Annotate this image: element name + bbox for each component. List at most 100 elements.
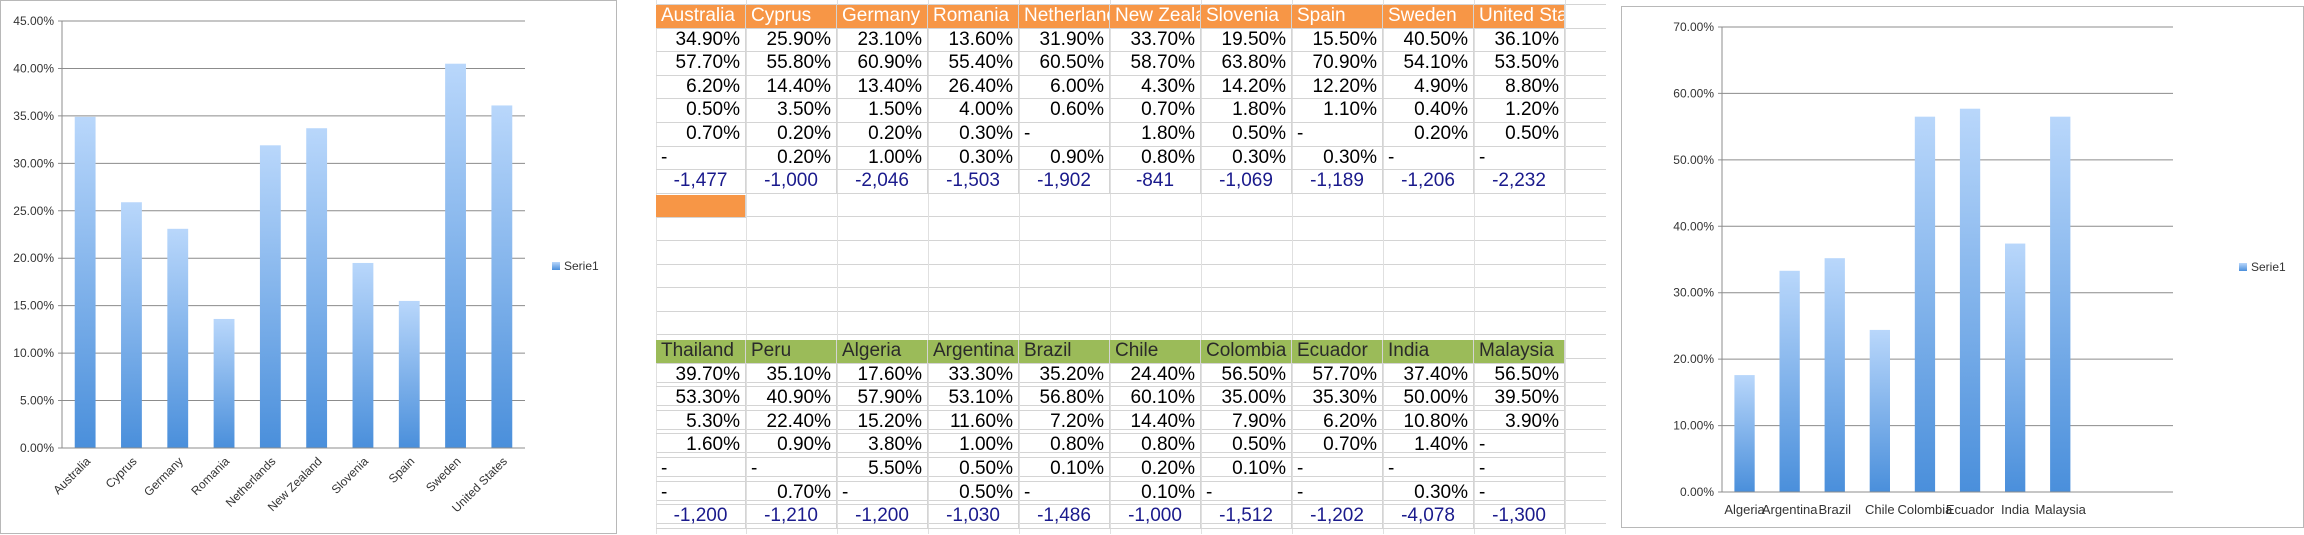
data-cell[interactable]: 0.90% bbox=[746, 434, 837, 458]
data-cell[interactable]: 6.00% bbox=[1019, 75, 1110, 100]
chart-europe-countries[interactable]: 0.00% 5.00% 10.00% 15.00% 20.00% 25.00% 30.00%… bbox=[0, 0, 617, 534]
bar-india[interactable] bbox=[2005, 243, 2026, 492]
data-cell[interactable]: 8.80% bbox=[1474, 75, 1565, 100]
data-cell[interactable]: 1.00% bbox=[837, 146, 928, 171]
data-cell[interactable]: 0.50% bbox=[656, 99, 746, 123]
data-cell[interactable]: 60.90% bbox=[837, 52, 928, 76]
data-cell[interactable]: 11.60% bbox=[928, 410, 1019, 435]
data-cell[interactable]: - bbox=[1474, 481, 1565, 506]
header-cell[interactable]: Cyprus bbox=[746, 5, 837, 29]
data-cell[interactable]: 35.30% bbox=[1292, 387, 1383, 411]
data-cell[interactable]: 5.30% bbox=[656, 410, 746, 435]
data-cell[interactable]: 60.10% bbox=[1110, 387, 1201, 411]
header-cell[interactable]: Ecuador bbox=[1292, 340, 1383, 364]
header-cell[interactable]: Malaysia bbox=[1474, 340, 1565, 364]
data-cell[interactable]: - bbox=[1383, 146, 1474, 171]
data-cell[interactable]: 0.50% bbox=[1201, 123, 1292, 147]
data-cell[interactable]: 58.70% bbox=[1110, 52, 1201, 76]
data-cell[interactable]: -1,210 bbox=[746, 505, 837, 529]
data-cell[interactable]: 3.90% bbox=[1474, 410, 1565, 435]
header-cell[interactable]: Netherlands bbox=[1019, 5, 1110, 29]
data-cell[interactable]: -1,486 bbox=[1019, 505, 1110, 529]
data-cell[interactable]: 33.30% bbox=[928, 363, 1019, 388]
bar-new-zealand[interactable] bbox=[306, 128, 328, 449]
header-cell[interactable]: Slovenia bbox=[1201, 5, 1292, 29]
data-cell[interactable]: 4.30% bbox=[1110, 75, 1201, 100]
data-cell[interactable]: 0.60% bbox=[1019, 99, 1110, 123]
bar-chile[interactable] bbox=[1869, 329, 1890, 492]
data-cell[interactable]: 13.60% bbox=[928, 28, 1019, 53]
data-cell[interactable]: - bbox=[1292, 458, 1383, 482]
data-cell[interactable]: 0.20% bbox=[1383, 123, 1474, 147]
data-cell[interactable]: 17.60% bbox=[837, 363, 928, 388]
data-cell[interactable]: 13.40% bbox=[837, 75, 928, 100]
data-cell[interactable]: 40.50% bbox=[1383, 28, 1474, 53]
bar-sweden[interactable] bbox=[445, 63, 466, 448]
data-cell[interactable]: -841 bbox=[1110, 170, 1201, 194]
header-cell[interactable]: Peru bbox=[746, 340, 837, 364]
data-cell[interactable]: 3.80% bbox=[837, 434, 928, 458]
data-cell[interactable]: -1,200 bbox=[837, 505, 928, 529]
data-cell[interactable]: 0.30% bbox=[1292, 146, 1383, 171]
data-cell[interactable]: 33.70% bbox=[1110, 28, 1201, 53]
data-cell[interactable]: 0.20% bbox=[746, 146, 837, 171]
data-cell[interactable]: 0.20% bbox=[746, 123, 837, 147]
data-cell[interactable]: 31.90% bbox=[1019, 28, 1110, 53]
data-cell[interactable]: -1,206 bbox=[1383, 170, 1474, 194]
data-cell[interactable]: 26.40% bbox=[928, 75, 1019, 100]
data-cell[interactable]: 0.80% bbox=[1019, 434, 1110, 458]
data-cell[interactable]: 23.10% bbox=[837, 28, 928, 53]
bar-cyprus[interactable] bbox=[121, 202, 142, 448]
data-cell[interactable]: -2,232 bbox=[1474, 170, 1565, 194]
data-cell[interactable]: 0.10% bbox=[1019, 458, 1110, 482]
data-cell[interactable]: 55.40% bbox=[928, 52, 1019, 76]
data-cell[interactable]: 0.40% bbox=[1383, 99, 1474, 123]
data-cell[interactable]: 39.70% bbox=[656, 363, 746, 388]
data-cell[interactable]: 0.10% bbox=[1110, 481, 1201, 506]
data-cell[interactable]: 6.20% bbox=[656, 75, 746, 100]
data-cell[interactable]: -1,069 bbox=[1201, 170, 1292, 194]
data-cell[interactable]: 50.00% bbox=[1383, 387, 1474, 411]
data-cell[interactable]: 0.30% bbox=[928, 146, 1019, 171]
data-cell[interactable]: -1,477 bbox=[656, 170, 746, 194]
data-cell[interactable]: 39.50% bbox=[1474, 387, 1565, 411]
data-cell[interactable]: 56.50% bbox=[1474, 363, 1565, 388]
data-cell[interactable]: 4.00% bbox=[928, 99, 1019, 123]
data-cell[interactable]: 19.50% bbox=[1201, 28, 1292, 53]
data-cell[interactable]: 7.90% bbox=[1201, 410, 1292, 435]
data-cell[interactable]: 1.40% bbox=[1383, 434, 1474, 458]
bar-argentina[interactable] bbox=[1779, 270, 1800, 492]
bar-ecuador[interactable] bbox=[1959, 108, 1981, 492]
bar-malaysia[interactable] bbox=[2050, 116, 2071, 492]
data-cell[interactable]: 0.70% bbox=[1292, 434, 1383, 458]
data-cell[interactable]: 56.50% bbox=[1201, 363, 1292, 388]
data-cell[interactable]: 1.80% bbox=[1201, 99, 1292, 123]
data-cell[interactable]: 0.50% bbox=[1474, 123, 1565, 147]
data-cell[interactable]: 4.90% bbox=[1383, 75, 1474, 100]
header-cell[interactable]: Romania bbox=[928, 5, 1019, 29]
data-cell[interactable]: - bbox=[837, 481, 928, 506]
header-cell[interactable]: India bbox=[1383, 340, 1474, 364]
data-cell[interactable]: 1.20% bbox=[1474, 99, 1565, 123]
data-cell[interactable]: 63.80% bbox=[1201, 52, 1292, 76]
data-cell[interactable]: 1.00% bbox=[928, 434, 1019, 458]
data-cell[interactable]: 1.50% bbox=[837, 99, 928, 123]
data-cell[interactable]: 57.70% bbox=[656, 52, 746, 76]
header-cell[interactable]: New Zealand bbox=[1110, 5, 1201, 29]
data-cell[interactable]: 35.20% bbox=[1019, 363, 1110, 388]
header-cell[interactable]: Australia bbox=[656, 5, 746, 29]
data-cell[interactable]: - bbox=[1201, 481, 1292, 506]
data-cell[interactable]: -4,078 bbox=[1383, 505, 1474, 529]
data-cell[interactable]: - bbox=[656, 481, 746, 506]
data-cell[interactable]: 22.40% bbox=[746, 410, 837, 435]
data-cell[interactable]: 70.90% bbox=[1292, 52, 1383, 76]
header-cell[interactable]: Sweden bbox=[1383, 5, 1474, 29]
data-cell[interactable]: 57.90% bbox=[837, 387, 928, 411]
data-cell[interactable]: -1,189 bbox=[1292, 170, 1383, 194]
data-cell[interactable]: -2,046 bbox=[837, 170, 928, 194]
selected-cell[interactable] bbox=[656, 194, 746, 219]
data-cell[interactable]: 60.50% bbox=[1019, 52, 1110, 76]
data-cell[interactable]: 0.70% bbox=[656, 123, 746, 147]
data-cell[interactable]: 14.40% bbox=[1110, 410, 1201, 435]
chart-other-countries[interactable]: 0.00% 10.00% 20.00% 30.00% 40.00% 50.00% 60.00… bbox=[1621, 6, 2304, 528]
